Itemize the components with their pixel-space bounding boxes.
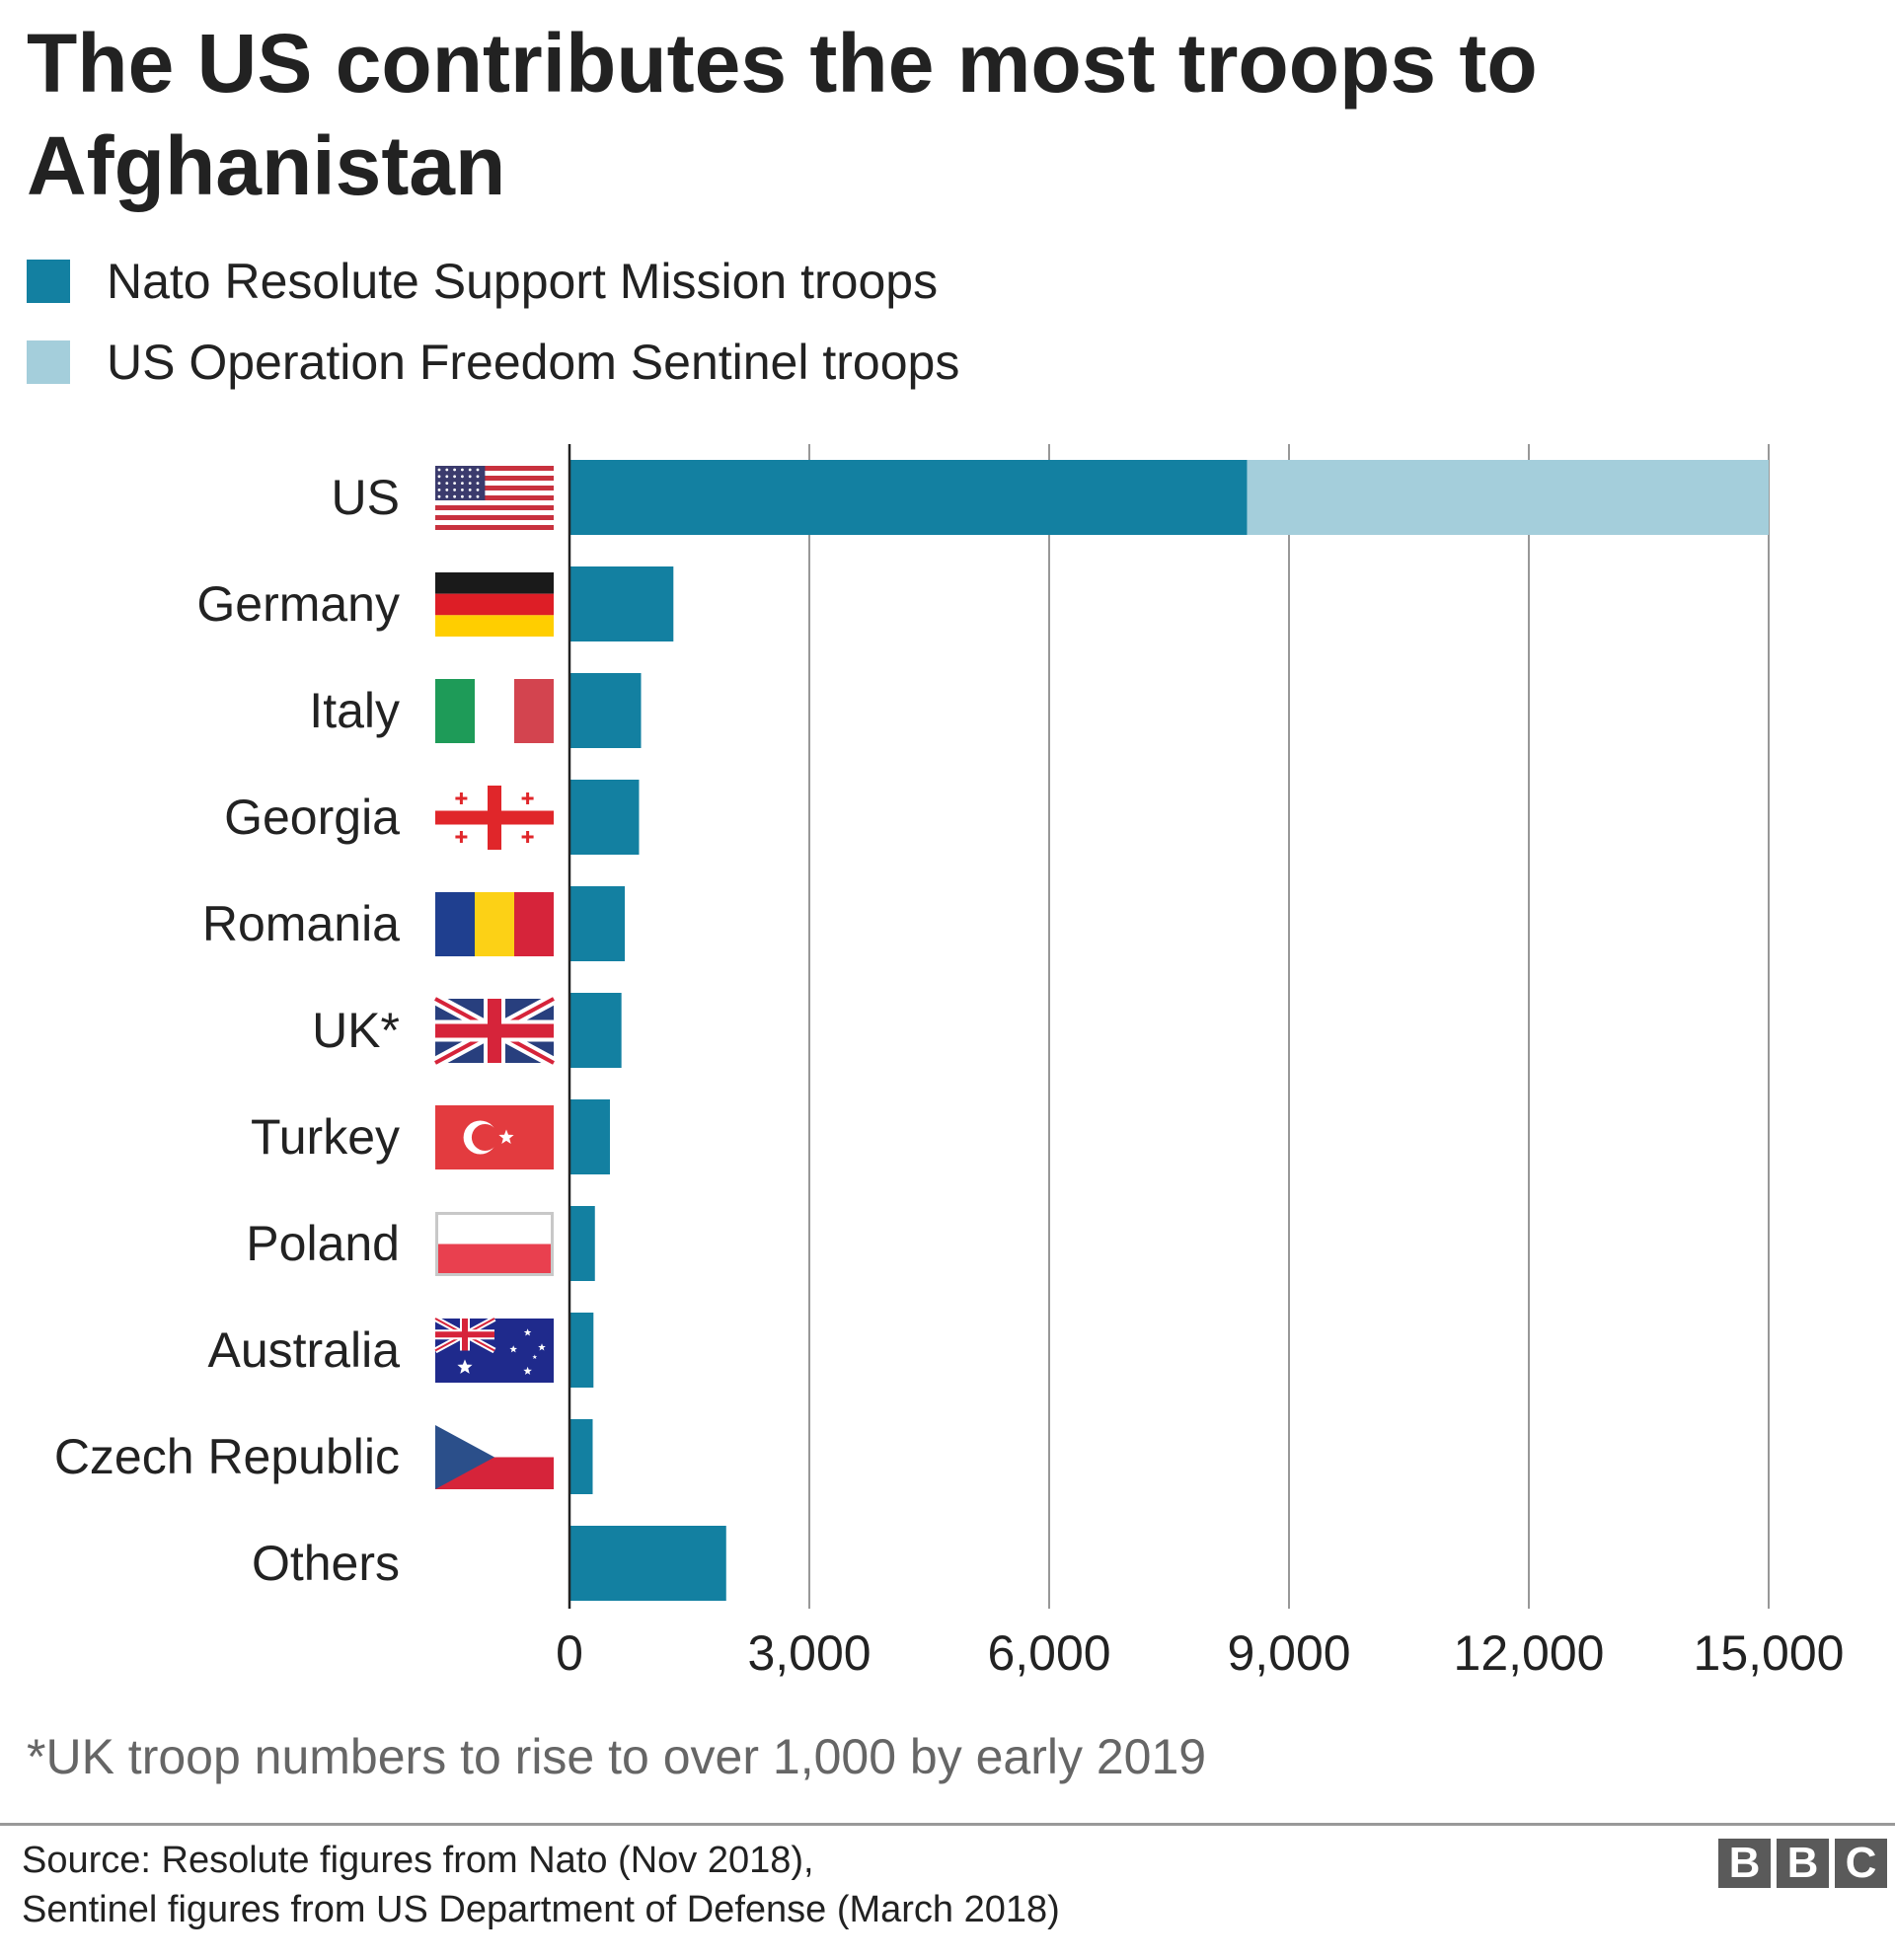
category-label: US	[332, 470, 400, 525]
category-label: Germany	[196, 576, 400, 632]
bar-nato	[569, 460, 1248, 535]
source-line-1: Source: Resolute figures from Nato (Nov …	[22, 1840, 814, 1881]
uk-flag-icon	[432, 993, 557, 1069]
chart-title: The US contributes the most troops to Af…	[27, 17, 1538, 212]
bar-nato	[569, 1526, 726, 1601]
us-flag-icon	[435, 466, 554, 530]
bar-nato	[569, 673, 642, 748]
x-tick-label: 3,000	[747, 1625, 871, 1681]
legend-swatch-nato	[27, 260, 70, 303]
legend-label-sentinel: US Operation Freedom Sentinel troops	[107, 335, 960, 390]
bar-nato	[569, 886, 626, 961]
bar-nato	[569, 566, 674, 641]
romania-flag-icon	[435, 892, 554, 956]
legend-label-nato: Nato Resolute Support Mission troops	[107, 254, 939, 309]
category-label: UK*	[312, 1003, 400, 1058]
footnote: *UK troop numbers to rise to over 1,000 …	[27, 1729, 1207, 1784]
bar-nato	[569, 780, 640, 855]
x-tick-label: 12,000	[1454, 1625, 1605, 1681]
bar-nato	[569, 993, 622, 1068]
bar-nato	[569, 1206, 595, 1281]
category-label: Australia	[207, 1322, 400, 1378]
category-label: Czech Republic	[54, 1429, 400, 1484]
bar-nato	[569, 1099, 610, 1174]
legend-swatch-sentinel	[27, 340, 70, 384]
georgia-flag-icon	[435, 786, 554, 850]
bar-nato	[569, 1419, 593, 1494]
category-label: Georgia	[224, 790, 400, 845]
category-label: Others	[252, 1536, 400, 1591]
italy-flag-icon	[435, 679, 554, 743]
source-note: Source: Resolute figures from Nato (Nov …	[22, 1836, 1060, 1934]
x-tick-label: 6,000	[987, 1625, 1110, 1681]
turkey-flag-icon	[435, 1105, 554, 1169]
bar-nato	[569, 1313, 594, 1388]
czech-flag-icon	[435, 1425, 554, 1489]
bar-chart: 0 3,000 6,000 9,000 12,000 15,000 US Germany Ita…	[54, 444, 1845, 1681]
bbc-logo-letter: B	[1718, 1839, 1771, 1888]
germany-flag-icon	[435, 572, 554, 637]
x-tick-label: 9,000	[1227, 1625, 1350, 1681]
bar-sentinel	[1247, 460, 1769, 535]
source-line-2: Sentinel figures from US Department of D…	[22, 1889, 1060, 1930]
bbc-logo: B B C	[1718, 1839, 1887, 1888]
poland-flag-icon	[435, 1212, 554, 1276]
australia-flag-icon	[433, 1316, 554, 1383]
category-label: Italy	[309, 683, 400, 738]
source-divider	[0, 1823, 1895, 1826]
category-label: Turkey	[251, 1109, 400, 1165]
category-label: Poland	[246, 1216, 400, 1271]
category-label: Romania	[202, 896, 400, 951]
bbc-logo-letter: B	[1777, 1839, 1829, 1888]
x-tick-label: 0	[556, 1625, 583, 1681]
bbc-logo-letter: C	[1835, 1839, 1887, 1888]
x-tick-label: 15,000	[1694, 1625, 1845, 1681]
